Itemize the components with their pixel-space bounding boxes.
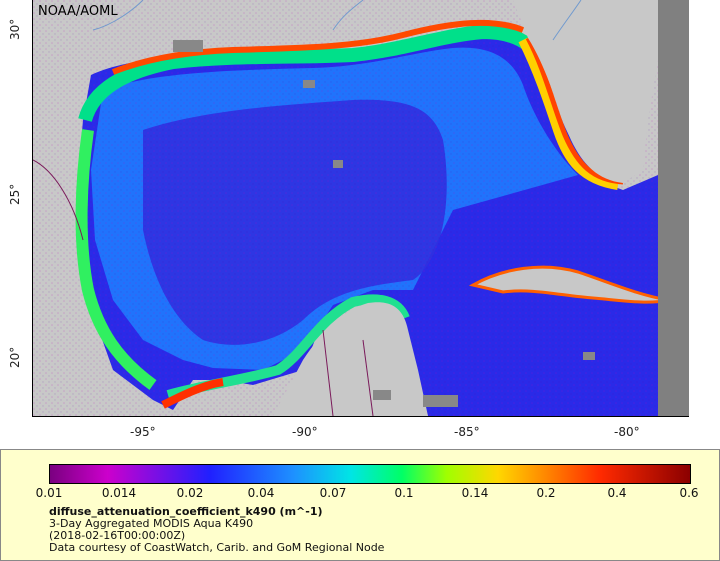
yucatan-land	[273, 302, 428, 416]
coast-band-north-red	[111, 19, 525, 75]
lat-label-25: 25°	[8, 183, 22, 205]
coast-band-florida-red	[525, 36, 624, 185]
colorbar-tick: 0.2	[536, 486, 556, 500]
colorbar-tick: 0.014	[101, 486, 137, 500]
coast-band-west	[75, 129, 157, 390]
colorbar	[49, 464, 691, 484]
colorbar-tick: 0.14	[461, 486, 489, 500]
lon-label-80: -80°	[614, 425, 640, 439]
coast-band-north	[78, 24, 550, 123]
credit-label: NOAA/AOML	[38, 4, 118, 19]
lat-label-30: 30°	[8, 18, 22, 40]
lon-label-95: -95°	[130, 425, 156, 439]
colorbar-tick: 0.6	[679, 486, 699, 500]
borders	[33, 159, 374, 416]
lon-label-85: -85°	[454, 425, 480, 439]
colorbar-tick: 0.02	[176, 486, 204, 500]
colorbar-tick: 0.01	[35, 486, 63, 500]
colorbar-tick: 0.1	[394, 486, 414, 500]
time-stamp: (2018-02-16T00:00:00Z)	[49, 529, 186, 542]
k490-map	[33, 0, 689, 416]
colorbar-tick: 0.4	[607, 486, 627, 500]
florida-land	[513, 0, 689, 183]
lat-label-20: 20°	[8, 346, 22, 368]
lon-label-90: -90°	[292, 425, 318, 439]
coast-band-florida	[518, 37, 619, 190]
variable-name: diffuse_attenuation_coefficient_k490 (m^…	[49, 505, 323, 518]
courtesy-note: Data courtesy of CoastWatch, Carib. and …	[49, 541, 385, 554]
dataset-name: 3-Day Aggregated MODIS Aqua K490	[49, 517, 254, 530]
legend-panel: 0.01 0.014 0.02 0.04 0.07 0.1 0.14 0.2 0…	[0, 449, 720, 561]
colorbar-tick: 0.07	[319, 486, 347, 500]
map-panel[interactable]	[32, 0, 689, 417]
rivers	[92, 0, 582, 41]
colorbar-tick: 0.04	[247, 486, 275, 500]
nodata-strip	[658, 0, 689, 416]
coast-band-south-red	[161, 378, 224, 409]
cloud-patches	[173, 40, 595, 407]
